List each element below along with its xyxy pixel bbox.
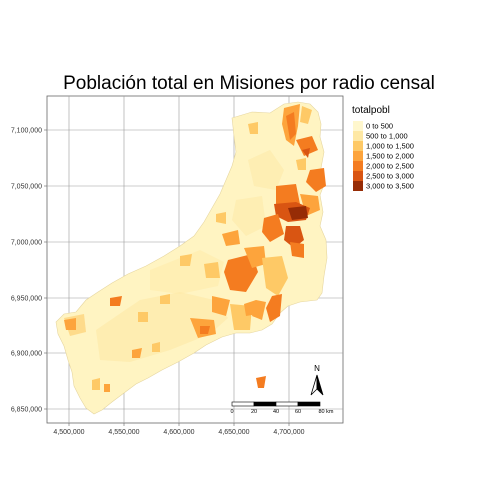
y-tick-label: 6,900,000: [11, 351, 42, 358]
legend-label: 2,500 to 3,000: [366, 172, 414, 181]
census-radio: [152, 342, 160, 352]
legend-label: 500 to 1,000: [366, 132, 408, 141]
province-map: [55, 101, 328, 415]
legend-label: 0 to 500: [366, 122, 393, 131]
census-radio: [262, 256, 288, 296]
census-radio: [180, 254, 192, 266]
north-arrow-icon: [316, 374, 324, 396]
scale-bar-label: 60: [295, 409, 301, 415]
legend-swatch: [353, 151, 363, 161]
census-radio: [216, 212, 226, 224]
census-radio: [160, 294, 170, 304]
north-arrow: N: [310, 364, 324, 396]
legend-swatch: [353, 121, 363, 131]
x-tick-label: 4,550,000: [108, 429, 139, 436]
scale-bar-label: 20: [251, 409, 257, 415]
x-tick-label: 4,650,000: [218, 429, 249, 436]
x-tick-label: 4,500,000: [53, 429, 84, 436]
legend-swatch: [353, 181, 363, 191]
census-radio: [64, 318, 76, 330]
y-tick-label: 6,850,000: [11, 407, 42, 414]
region-light: [96, 292, 228, 362]
census-radio: [296, 158, 306, 170]
census-radio: [306, 168, 326, 192]
census-radio: [302, 148, 310, 158]
census-radio: [212, 296, 230, 316]
scale-bar-label: 0: [230, 409, 233, 415]
census-radio: [200, 326, 210, 334]
y-tick-label: 6,950,000: [11, 296, 42, 303]
legend-title: totalpobl: [352, 105, 390, 116]
census-radio: [110, 296, 122, 306]
region-light: [248, 150, 284, 190]
census-radio: [288, 206, 308, 220]
region-light: [150, 250, 224, 294]
census-radio: [104, 384, 110, 392]
census-radio: [300, 106, 312, 124]
census-radio: [204, 262, 220, 278]
y-tick-label: 7,050,000: [11, 184, 42, 191]
census-radio: [284, 226, 304, 248]
census-radio: [244, 246, 266, 268]
y-tick-label: 7,100,000: [11, 128, 42, 135]
x-tick-label: 4,600,000: [163, 429, 194, 436]
census-radio: [262, 214, 284, 242]
census-radio: [138, 312, 148, 322]
census-radio: [290, 242, 304, 258]
legend-label: 1,000 to 1,500: [366, 142, 414, 151]
region-light: [232, 196, 266, 236]
legend-swatch: [353, 161, 363, 171]
y-axis-ticks: 7,100,000 7,050,000 7,000,000 6,950,000 6,90…: [11, 128, 47, 414]
census-radio: [132, 348, 142, 358]
scale-bar-label: 80 km: [319, 409, 334, 415]
y-tick-label: 7,000,000: [11, 240, 42, 247]
census-radio: [222, 230, 240, 246]
census-radio: [256, 376, 266, 388]
census-radio: [244, 300, 258, 316]
legend-swatch: [353, 141, 363, 151]
census-radio: [286, 112, 296, 140]
scale-bar-label: 40: [273, 409, 279, 415]
x-axis-ticks: 4,500,000 4,550,000 4,600,000 4,650,000 4,70…: [53, 423, 305, 436]
scale-bar: 0 20 40 60 80 km: [230, 401, 334, 415]
census-radio: [248, 122, 258, 134]
map-title: Población total en Misiones por radio ce…: [63, 73, 435, 94]
x-tick-label: 4,700,000: [273, 429, 304, 436]
north-arrow-label: N: [314, 364, 320, 373]
census-radio: [266, 294, 282, 322]
legend-label: 1,500 to 2,000: [366, 152, 414, 161]
census-radio: [92, 378, 100, 390]
legend-label: 3,000 to 3,500: [366, 182, 414, 191]
census-radio: [296, 136, 318, 156]
legend-label: 2,000 to 2,500: [366, 162, 414, 171]
legend-swatch: [353, 131, 363, 141]
census-radio: [224, 254, 258, 292]
legend-swatch: [353, 171, 363, 181]
